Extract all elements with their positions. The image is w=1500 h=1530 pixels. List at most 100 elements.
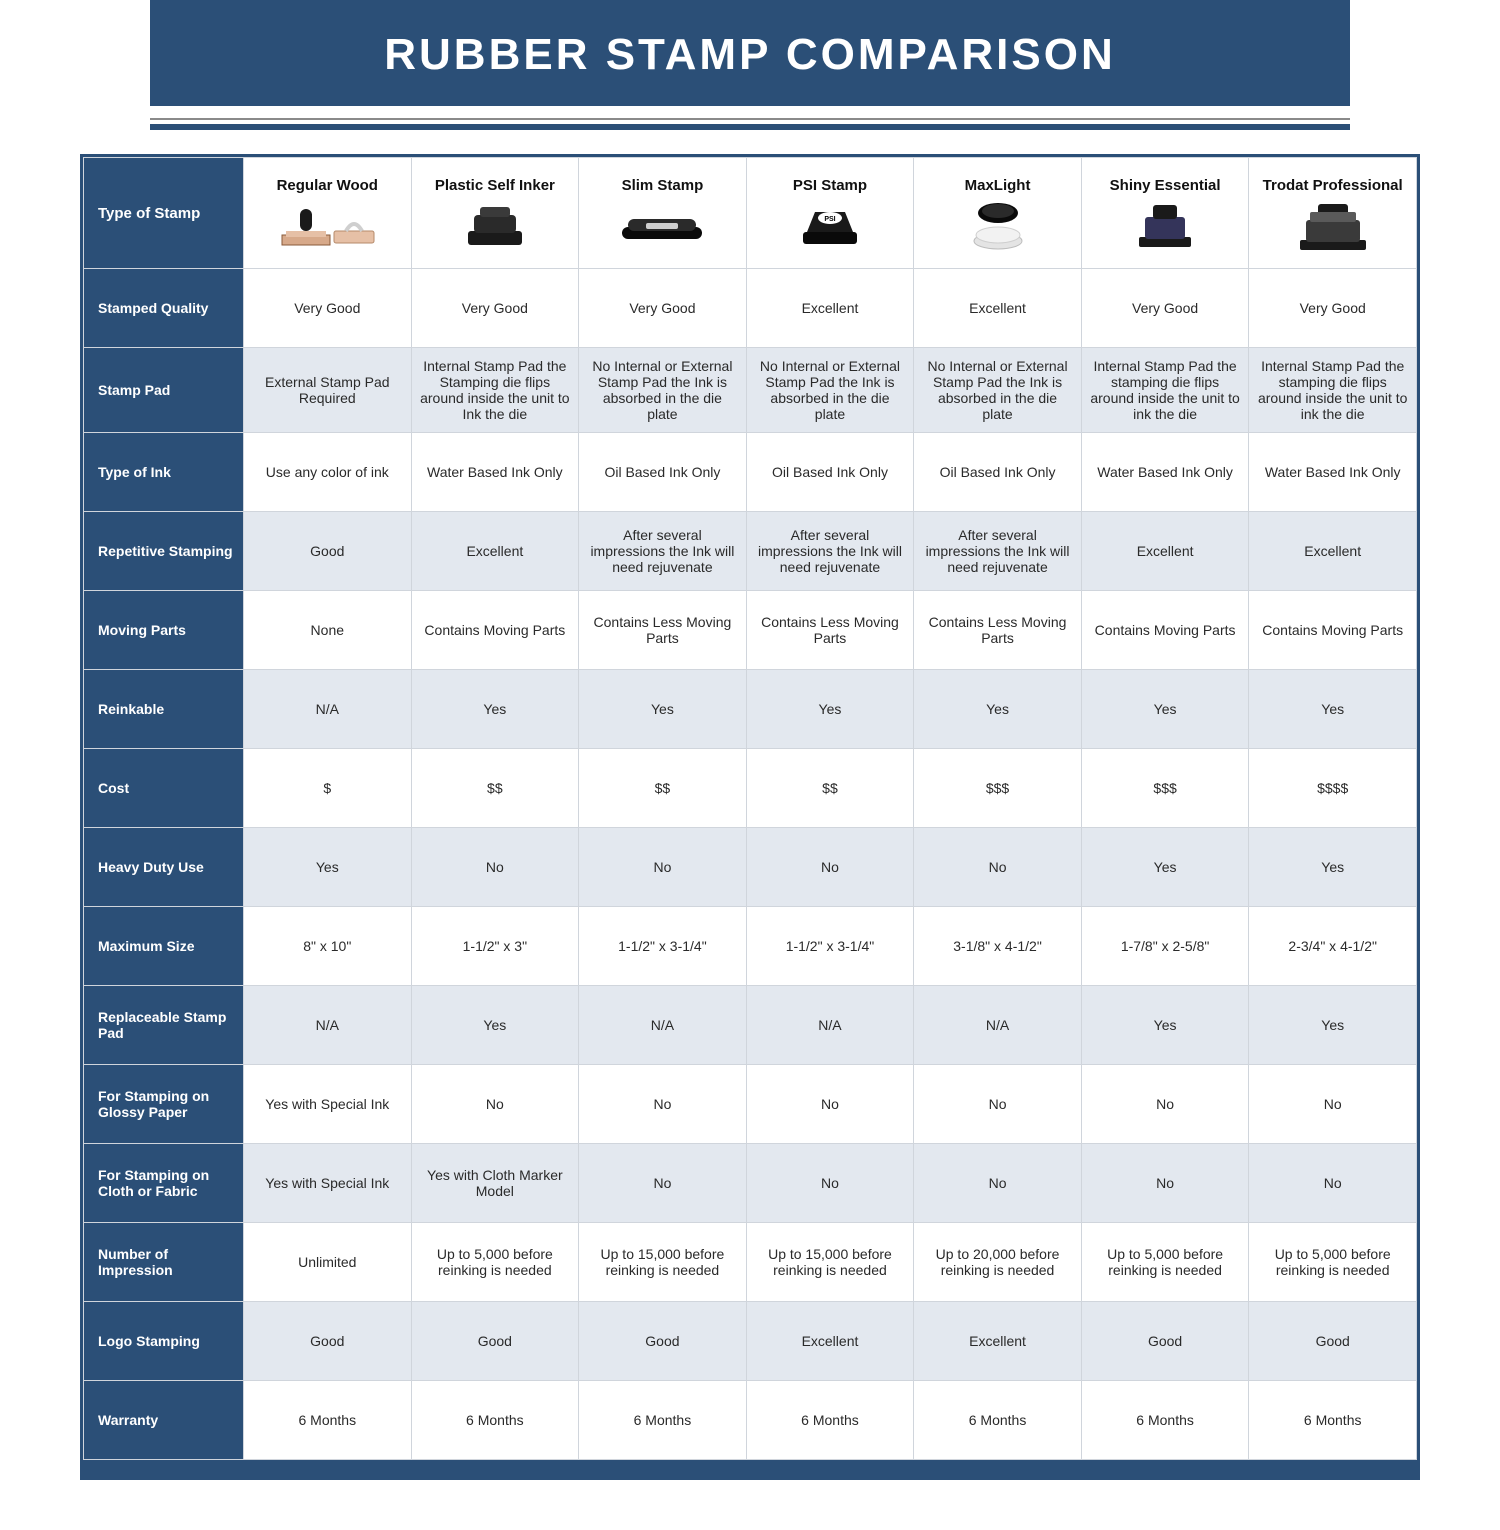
cell: No [579, 1144, 747, 1223]
cell: Excellent [914, 1302, 1082, 1381]
cell: No [914, 828, 1082, 907]
col-label: MaxLight [922, 177, 1073, 194]
cell: 6 Months [411, 1381, 579, 1460]
col-label: Plastic Self Inker [420, 177, 571, 194]
cell: Yes with Special Ink [244, 1144, 412, 1223]
cell: Good [1249, 1302, 1417, 1381]
table-row: Replaceable Stamp PadN/AYesN/AN/AN/AYesY… [84, 986, 1417, 1065]
cell: Excellent [746, 1302, 914, 1381]
col-label: PSI Stamp [755, 177, 906, 194]
cell: Yes [1081, 670, 1249, 749]
row-header: Cost [84, 749, 244, 828]
row-header: Moving Parts [84, 591, 244, 670]
row-header: Stamp Pad [84, 348, 244, 433]
row-header: Reinkable [84, 670, 244, 749]
col-label: Trodat Professional [1257, 177, 1408, 194]
cell: No [579, 828, 747, 907]
corner-cell: Type of Stamp [84, 158, 244, 269]
cell: No Internal or External Stamp Pad the In… [914, 348, 1082, 433]
cell: Yes [244, 828, 412, 907]
row-header: Heavy Duty Use [84, 828, 244, 907]
shiny-essential-icon [1110, 200, 1220, 250]
table-row: Stamp PadExternal Stamp Pad Required Inte… [84, 348, 1417, 433]
cell: 1-1/2" x 3-1/4" [746, 907, 914, 986]
regular-wood-icon [272, 200, 382, 250]
cell: Oil Based Ink Only [579, 433, 747, 512]
cell: Good [579, 1302, 747, 1381]
cell: No Internal or External Stamp Pad the In… [746, 348, 914, 433]
table-row: Logo StampingGoodGoodGoodExcellentExcell… [84, 1302, 1417, 1381]
cell: N/A [579, 986, 747, 1065]
cell: Excellent [411, 512, 579, 591]
cell: No [411, 1065, 579, 1144]
cell: No [1081, 1144, 1249, 1223]
cell: Very Good [1081, 269, 1249, 348]
col-header: PSI Stamp PSI [746, 158, 914, 269]
cell: 3-1/8" x 4-1/2" [914, 907, 1082, 986]
cell: No [411, 828, 579, 907]
cell: Water Based Ink Only [1081, 433, 1249, 512]
comparison-table: Type of Stamp Regular Wood [83, 157, 1417, 1460]
cell: 1-1/2" x 3" [411, 907, 579, 986]
cell: No Internal or External Stamp Pad the In… [579, 348, 747, 433]
cell: External Stamp Pad Required [244, 348, 412, 433]
trodat-professional-icon [1278, 200, 1388, 250]
cell: 6 Months [746, 1381, 914, 1460]
slim-stamp-icon [607, 200, 717, 250]
cell: Yes [1081, 986, 1249, 1065]
cell: No [914, 1144, 1082, 1223]
cell: Good [411, 1302, 579, 1381]
cell: Yes [411, 986, 579, 1065]
col-header: Regular Wood [244, 158, 412, 269]
cell: Yes [411, 670, 579, 749]
cell: Use any color of ink [244, 433, 412, 512]
cell: Yes [914, 670, 1082, 749]
cell: 6 Months [579, 1381, 747, 1460]
cell: Good [1081, 1302, 1249, 1381]
cell: Water Based Ink Only [1249, 433, 1417, 512]
row-header: Maximum Size [84, 907, 244, 986]
row-header: For Stamping on Glossy Paper [84, 1065, 244, 1144]
psi-stamp-icon: PSI [775, 200, 885, 250]
table-row: Moving PartsNoneContains Moving PartsCon… [84, 591, 1417, 670]
cell: After several impressions the Ink will n… [746, 512, 914, 591]
cell: 1-7/8" x 2-5/8" [1081, 907, 1249, 986]
cell: Yes with Cloth Marker Model [411, 1144, 579, 1223]
cell: No [579, 1065, 747, 1144]
cell: Oil Based Ink Only [914, 433, 1082, 512]
cell: Yes [1081, 828, 1249, 907]
cell: $$$ [1081, 749, 1249, 828]
table-row: Cost$$$$$$$$$$$$$$$$$ [84, 749, 1417, 828]
table-row: Type of InkUse any color of ink Water Bas… [84, 433, 1417, 512]
cell: 2-3/4" x 4-1/2" [1249, 907, 1417, 986]
cell: Good [244, 1302, 412, 1381]
cell: No [1249, 1065, 1417, 1144]
cell: After several impressions the Ink will n… [914, 512, 1082, 591]
col-header: Slim Stamp [579, 158, 747, 269]
cell: 6 Months [1249, 1381, 1417, 1460]
cell: Very Good [411, 269, 579, 348]
cell: N/A [914, 986, 1082, 1065]
cell: Internal Stamp Pad the stamping die flip… [1249, 348, 1417, 433]
cell: After several impressions the Ink will n… [579, 512, 747, 591]
cell: 1-1/2" x 3-1/4" [579, 907, 747, 986]
cell: $$$ [914, 749, 1082, 828]
maxlight-icon [943, 200, 1053, 250]
cell: Very Good [1249, 269, 1417, 348]
table-row: For Stamping on Glossy PaperYes with Spe… [84, 1065, 1417, 1144]
cell: No [746, 828, 914, 907]
col-header: Plastic Self Inker [411, 158, 579, 269]
comparison-table-wrap: Type of Stamp Regular Wood [80, 154, 1420, 1480]
col-header: Shiny Essential [1081, 158, 1249, 269]
cell: Up to 15,000 before reinking is needed [746, 1223, 914, 1302]
page-title: RUBBER STAMP COMPARISON [150, 0, 1350, 106]
cell: Yes [1249, 986, 1417, 1065]
cell: No [914, 1065, 1082, 1144]
row-header: Type of Ink [84, 433, 244, 512]
cell: Yes [1249, 670, 1417, 749]
row-header: Stamped Quality [84, 269, 244, 348]
cell: Very Good [579, 269, 747, 348]
cell: 6 Months [244, 1381, 412, 1460]
table-row: Number of ImpressionUnlimitedUp to 5,000… [84, 1223, 1417, 1302]
title-underline [150, 118, 1350, 130]
